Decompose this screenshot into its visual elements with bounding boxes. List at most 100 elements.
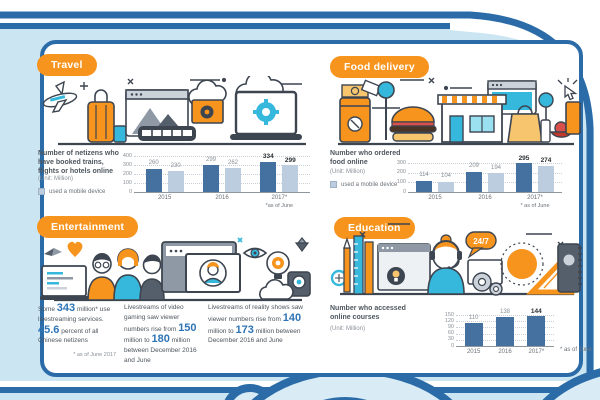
category-label: 2016 <box>498 349 512 355</box>
idea-bulb-icon <box>266 251 290 279</box>
coffee-bag-icon <box>339 97 371 143</box>
chart-bar <box>527 316 546 346</box>
y-tick-label: 0 <box>450 342 454 349</box>
stat-text-segment: Livestreams of reality shows saw viewer … <box>208 304 304 323</box>
gridline <box>408 163 562 164</box>
value-label: 104 <box>440 173 451 180</box>
stat-text-segment: 150 <box>178 321 197 334</box>
category-label: 2017* <box>528 349 545 355</box>
chart-bar <box>488 173 504 192</box>
gridline <box>456 315 554 316</box>
chart-bar <box>282 165 299 192</box>
axis-baseline <box>456 346 554 347</box>
chart-bar <box>167 171 184 192</box>
chart-bar <box>466 171 482 192</box>
education-description: Number who accessed online courses <box>330 305 406 322</box>
category-label: 2017* <box>527 195 543 201</box>
top-right-bubble <box>450 0 600 400</box>
value-label: 144 <box>530 307 542 315</box>
category-label: 2016 <box>478 195 492 201</box>
food-description: Number who ordered food online <box>330 150 401 167</box>
value-label: 274 <box>540 157 552 164</box>
education-unit: (Unit: Million) <box>330 326 366 332</box>
stat-text-segment: percent of all Chinese netizens <box>38 327 99 345</box>
support-agent-icon <box>427 234 465 295</box>
gridline <box>134 183 310 184</box>
stat-text-segment: million to <box>208 327 236 335</box>
stat-text-segment: million between December 2016 and June <box>124 337 197 364</box>
stat-text-segment: Some <box>38 306 57 313</box>
y-tick-label: 200 <box>122 170 132 177</box>
cloud-folder-gear-icon <box>188 79 227 124</box>
y-tick-label: 60 <box>447 330 454 337</box>
axis-baseline <box>408 192 562 193</box>
value-label: 230 <box>170 162 181 169</box>
bottle-bowl-icon <box>538 92 574 143</box>
travel-legend: used a mobile device <box>38 188 105 195</box>
stat-text-segment: 45.6 <box>38 323 60 336</box>
travel-section-badge: Travel <box>37 54 97 76</box>
value-label: 299 <box>284 156 296 164</box>
y-tick-label: 300 <box>122 161 132 168</box>
category-label: 2017* <box>271 195 288 201</box>
category-label: 2015 <box>157 195 172 201</box>
value-label: 334 <box>262 153 274 161</box>
chart-footnote: * as of June <box>520 203 550 209</box>
travel-description: Number of netizens who have booked train… <box>38 150 119 176</box>
chart-bar <box>516 163 532 192</box>
stat-text-segment: million between December 2016 and June <box>208 327 301 345</box>
value-label: 262 <box>227 159 238 166</box>
value-label: 260 <box>148 160 159 167</box>
train-icon <box>138 126 196 141</box>
chart-bar <box>538 165 554 192</box>
stat-text-segment: million* use livestreaming services. <box>38 306 111 323</box>
chart-bar <box>145 168 162 192</box>
chart-bar <box>203 165 219 192</box>
lightbulb-icon <box>387 267 405 285</box>
carton-icon <box>565 101 581 135</box>
chart-bar <box>496 317 514 346</box>
food-delivery-illustration <box>338 77 581 146</box>
chart-bar <box>225 168 241 192</box>
stat-text-segment: 180 <box>151 333 170 346</box>
airplane-icon <box>42 80 78 113</box>
speech-bubble-24-7: 24/7 <box>465 231 497 259</box>
chart-bar <box>438 181 454 192</box>
legend-swatch <box>330 181 337 188</box>
travel-illustration <box>42 76 306 146</box>
education-chart: 0 30 60 90 120 150 110 2015 138 2016 144 2017* <box>436 306 556 362</box>
category-label: 2015 <box>466 349 481 355</box>
gridline <box>408 172 562 174</box>
pencil-icon <box>343 236 351 293</box>
diamond-icon <box>294 237 310 252</box>
y-tick-label: 100 <box>122 179 132 186</box>
chart-bar <box>260 161 277 192</box>
monitor-stream-icon <box>161 241 241 293</box>
food-chart: 0 100 200 300 114 104 2015 209 194 2016 295 274 2017… <box>390 150 562 210</box>
stat-text-segment: million to <box>124 337 152 345</box>
y-tick-label: 150 <box>444 311 454 318</box>
travel-chart: 0 100 200 300 400 260 230 2015 299 262 2016 334 299 2… <box>116 148 312 210</box>
stat-text-segment: 343 <box>56 302 76 314</box>
decor-marks <box>400 77 472 91</box>
orange-circle-icon <box>500 242 544 286</box>
cloud-icon <box>259 279 294 300</box>
y-tick-label: 120 <box>444 317 454 324</box>
sign-post-icon <box>372 81 400 140</box>
gridline <box>134 156 310 157</box>
eye-icon <box>242 247 268 259</box>
y-tick-label: 0 <box>402 188 406 195</box>
ruler-icon <box>353 235 374 295</box>
hand-cursor-icon <box>557 78 578 101</box>
y-tick-label: 300 <box>396 159 406 166</box>
axis-baseline <box>134 192 310 193</box>
food-legend-label: used a mobile device <box>341 181 398 188</box>
legend-swatch <box>38 188 45 195</box>
y-tick-label: 30 <box>447 336 454 343</box>
food-legend: used a mobile device <box>330 181 397 188</box>
stat-text-segment: 173 <box>235 323 254 336</box>
education-illustration: 24/7 <box>330 223 582 296</box>
entertainment-illustration <box>40 237 311 302</box>
